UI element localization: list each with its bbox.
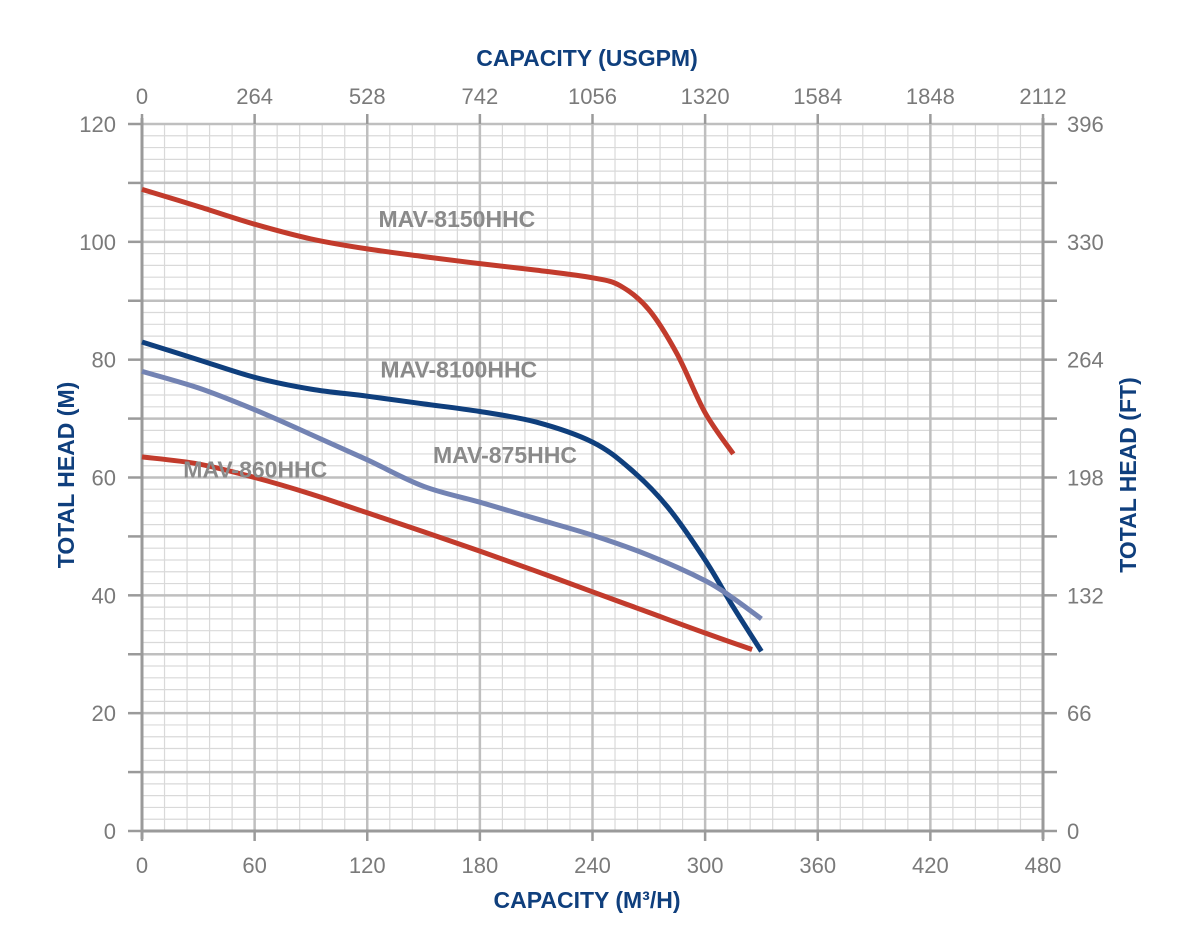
y-axis-title-right: TOTAL HEAD (FT) bbox=[1115, 377, 1141, 572]
x-tick-label-bottom: 420 bbox=[912, 853, 949, 878]
x-tick-label-top: 0 bbox=[136, 84, 148, 109]
y-tick-label-right: 198 bbox=[1067, 466, 1104, 491]
x-tick-label-top: 1584 bbox=[793, 84, 842, 109]
y-tick-label-right: 264 bbox=[1067, 348, 1104, 373]
x-axis-title-bottom: CAPACITY (M³/H) bbox=[494, 887, 681, 913]
x-tick-label-bottom: 360 bbox=[799, 853, 836, 878]
y-tick-label-left: 0 bbox=[104, 819, 116, 844]
series-line-mav-8100hhc bbox=[141, 339, 764, 653]
x-tick-label-bottom: 0 bbox=[136, 853, 148, 878]
curve-label-mav-875hhc: MAV-875HHC bbox=[433, 442, 577, 468]
y-tick-label-left: 60 bbox=[92, 466, 116, 491]
x-tick-label-top: 1056 bbox=[568, 84, 617, 109]
x-tick-label-top: 1848 bbox=[906, 84, 955, 109]
x-tick-label-bottom: 120 bbox=[349, 853, 386, 878]
curve-labels: MAV-8150HHC MAV-8100HHC MAV-875HHC MAV-860H… bbox=[183, 206, 577, 482]
curve-label-mav-8150hhc: MAV-8150HHC bbox=[379, 206, 536, 232]
x-tick-label-top: 264 bbox=[236, 84, 273, 109]
curve-label-mav-860hhc: MAV-860HHC bbox=[183, 457, 327, 483]
x-tick-label-bottom: 300 bbox=[687, 853, 724, 878]
series-line-mav-8150hhc bbox=[141, 187, 736, 456]
x-tick-label-top: 2112 bbox=[1019, 84, 1066, 109]
curve-label-mav-8100hhc: MAV-8100HHC bbox=[380, 356, 537, 382]
x-tick-label-bottom: 240 bbox=[574, 853, 611, 878]
y-tick-label-left: 120 bbox=[79, 112, 116, 137]
y-tick-label-right: 396 bbox=[1067, 112, 1104, 137]
x-tick-label-bottom: 180 bbox=[462, 853, 499, 878]
series-line-mav-860hhc bbox=[141, 454, 753, 652]
y-tick-label-left: 40 bbox=[92, 583, 116, 608]
y-axis-title-left: TOTAL HEAD (M) bbox=[53, 382, 79, 569]
y-tick-label-left: 20 bbox=[92, 701, 116, 726]
series-line-mav-875hhc bbox=[141, 369, 763, 621]
y-tick-label-right: 330 bbox=[1067, 230, 1104, 255]
y-tick-label-left: 100 bbox=[79, 230, 116, 255]
x-axis-title-top: CAPACITY (USGPM) bbox=[476, 45, 698, 71]
y-tick-label-left: 80 bbox=[92, 348, 116, 373]
x-tick-label-bottom: 60 bbox=[242, 853, 266, 878]
series-lines bbox=[141, 187, 764, 653]
x-tick-label-top: 1320 bbox=[681, 84, 730, 109]
y-tick-label-right: 66 bbox=[1067, 701, 1091, 726]
y-tick-label-right: 132 bbox=[1067, 583, 1104, 608]
x-tick-label-top: 742 bbox=[462, 84, 499, 109]
y-tick-label-right: 0 bbox=[1067, 819, 1079, 844]
x-tick-label-top: 528 bbox=[349, 84, 386, 109]
x-tick-label-bottom: 480 bbox=[1025, 853, 1062, 878]
axes bbox=[128, 114, 1057, 841]
